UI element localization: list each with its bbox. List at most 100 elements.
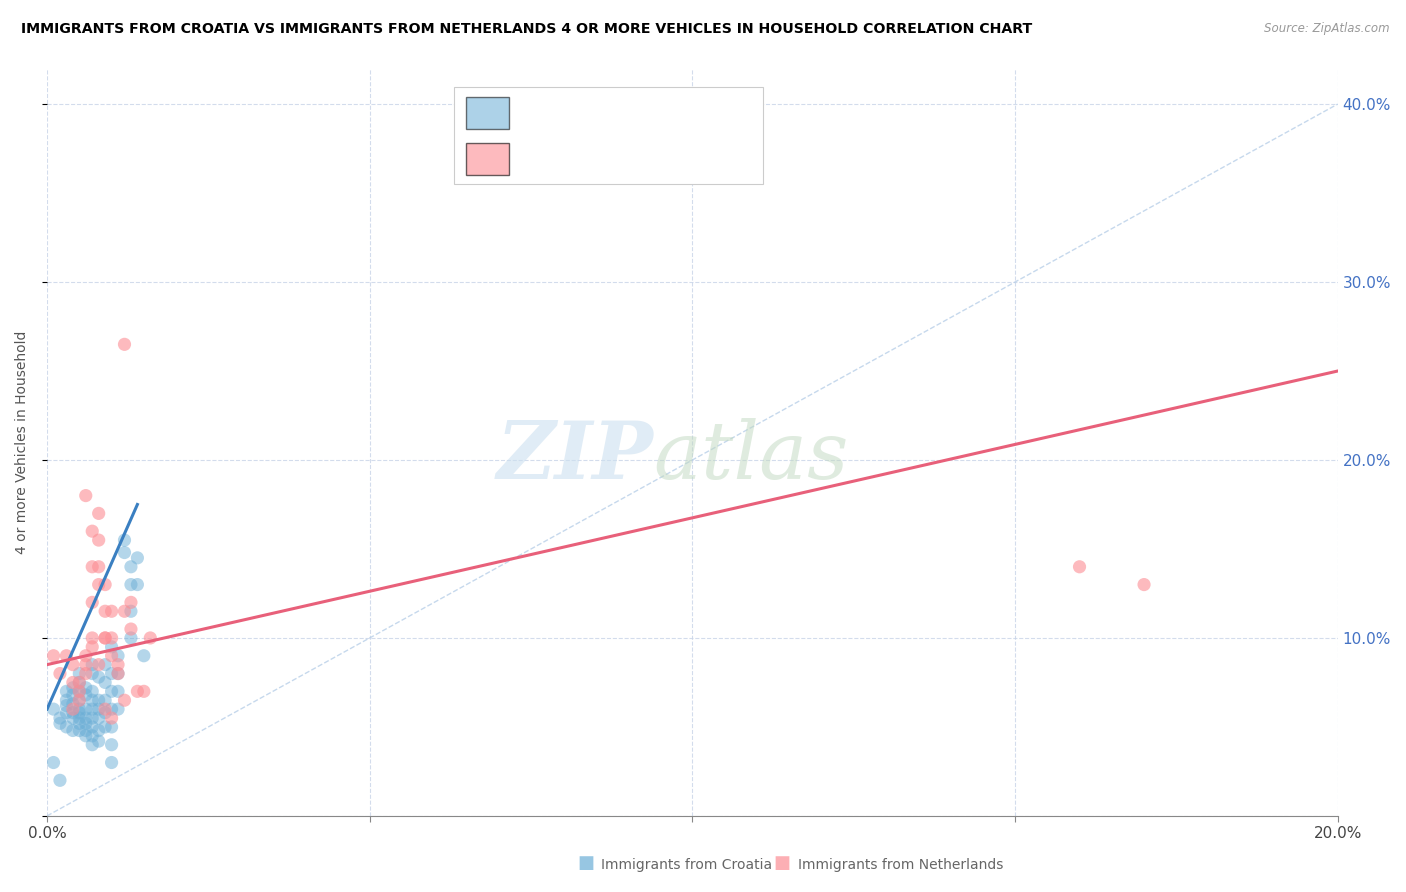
- Point: [114, 545, 136, 559]
- Point: [94, 702, 117, 716]
- Point: [75, 729, 97, 743]
- Point: [55, 698, 77, 713]
- Point: [82, 595, 104, 609]
- Point: [114, 337, 136, 351]
- Point: [100, 720, 122, 734]
- Point: [120, 595, 142, 609]
- Point: [120, 577, 142, 591]
- Point: [100, 604, 122, 618]
- Point: [75, 657, 97, 672]
- Point: [75, 711, 97, 725]
- Point: [120, 604, 142, 618]
- Point: [100, 738, 122, 752]
- Point: [49, 773, 72, 788]
- Point: [107, 666, 129, 681]
- Point: [87, 670, 110, 684]
- Point: [127, 550, 149, 565]
- Point: [127, 684, 149, 698]
- Point: [100, 666, 122, 681]
- Point: [42, 702, 65, 716]
- Point: [1069, 559, 1091, 574]
- Point: [139, 631, 162, 645]
- Point: [55, 693, 77, 707]
- Point: [107, 702, 129, 716]
- Point: [62, 657, 84, 672]
- Point: [67, 666, 90, 681]
- Point: [55, 706, 77, 720]
- Text: ■: ■: [773, 855, 790, 872]
- Point: [67, 693, 90, 707]
- Point: [75, 489, 97, 503]
- Point: [75, 723, 97, 738]
- Text: Immigrants from Netherlands: Immigrants from Netherlands: [797, 858, 1002, 872]
- Point: [87, 507, 110, 521]
- Point: [132, 684, 155, 698]
- Point: [82, 524, 104, 538]
- Point: [67, 684, 90, 698]
- Point: [75, 702, 97, 716]
- Point: [62, 675, 84, 690]
- Point: [49, 716, 72, 731]
- Point: [87, 559, 110, 574]
- Point: [120, 559, 142, 574]
- Point: [49, 711, 72, 725]
- Point: [94, 706, 117, 720]
- Point: [87, 734, 110, 748]
- Point: [94, 631, 117, 645]
- Point: [94, 631, 117, 645]
- Point: [132, 648, 155, 663]
- Point: [107, 657, 129, 672]
- Point: [100, 640, 122, 654]
- Point: [127, 577, 149, 591]
- Y-axis label: 4 or more Vehicles in Household: 4 or more Vehicles in Household: [15, 331, 30, 554]
- Point: [42, 756, 65, 770]
- Text: ZIP: ZIP: [496, 418, 654, 496]
- Point: [67, 675, 90, 690]
- Text: ■: ■: [576, 855, 593, 872]
- Text: IMMIGRANTS FROM CROATIA VS IMMIGRANTS FROM NETHERLANDS 4 OR MORE VEHICLES IN HOU: IMMIGRANTS FROM CROATIA VS IMMIGRANTS FR…: [21, 22, 1032, 37]
- Point: [55, 684, 77, 698]
- Point: [42, 648, 65, 663]
- Point: [94, 720, 117, 734]
- Point: [75, 681, 97, 695]
- Point: [87, 702, 110, 716]
- Point: [107, 666, 129, 681]
- Text: atlas: atlas: [654, 418, 849, 496]
- Point: [120, 622, 142, 636]
- Point: [67, 711, 90, 725]
- Point: [120, 631, 142, 645]
- Text: Immigrants from Croatia: Immigrants from Croatia: [600, 858, 772, 872]
- Point: [55, 648, 77, 663]
- Point: [82, 702, 104, 716]
- Point: [87, 577, 110, 591]
- Point: [49, 666, 72, 681]
- Point: [67, 684, 90, 698]
- Point: [75, 716, 97, 731]
- Point: [62, 681, 84, 695]
- Point: [114, 533, 136, 547]
- Point: [82, 640, 104, 654]
- Point: [82, 738, 104, 752]
- Point: [82, 559, 104, 574]
- Point: [67, 675, 90, 690]
- Point: [114, 604, 136, 618]
- Point: [94, 604, 117, 618]
- Point: [82, 693, 104, 707]
- Point: [87, 533, 110, 547]
- Point: [62, 688, 84, 702]
- Point: [87, 657, 110, 672]
- Point: [75, 666, 97, 681]
- Point: [82, 666, 104, 681]
- Point: [87, 723, 110, 738]
- Point: [94, 577, 117, 591]
- Point: [67, 706, 90, 720]
- Point: [62, 711, 84, 725]
- Point: [100, 648, 122, 663]
- Point: [62, 702, 84, 716]
- Point: [75, 648, 97, 663]
- Point: [82, 729, 104, 743]
- Point: [67, 716, 90, 731]
- Point: [100, 631, 122, 645]
- Point: [75, 688, 97, 702]
- Point: [62, 706, 84, 720]
